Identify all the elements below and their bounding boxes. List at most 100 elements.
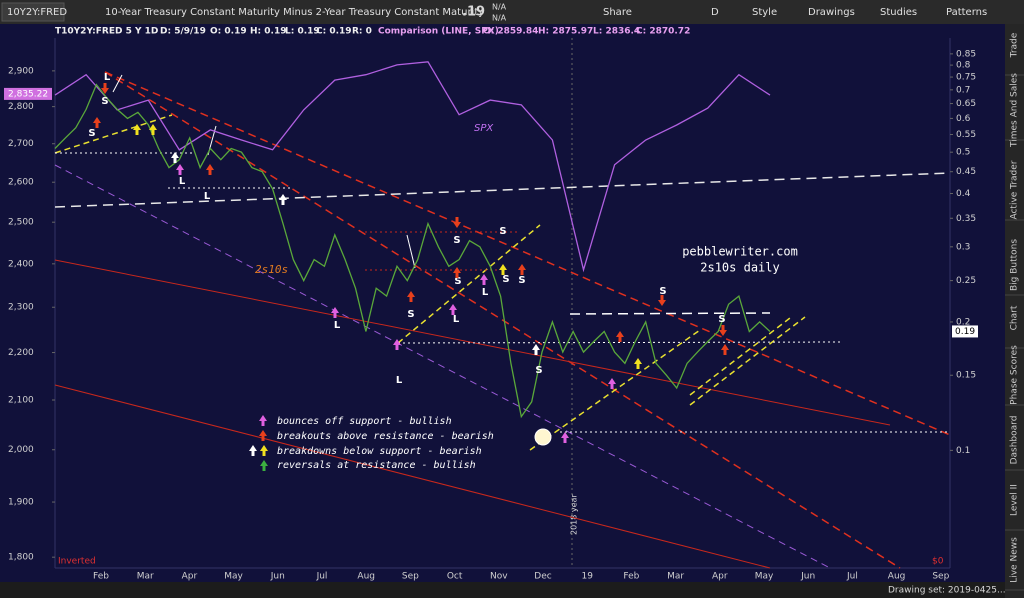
- y2-tick-label: 0.85: [956, 49, 976, 59]
- trendline: [54, 384, 771, 569]
- y2-tick-label: 0.45: [956, 167, 976, 177]
- side-tab[interactable]: Phase Scores: [1010, 345, 1020, 405]
- y-tick-label: 2,700: [8, 139, 34, 149]
- toolbar-button[interactable]: Style: [752, 7, 777, 18]
- side-tab[interactable]: Level II: [1010, 484, 1020, 516]
- toolbar-button[interactable]: Share: [603, 7, 632, 18]
- arrow: [453, 267, 461, 278]
- arrow: [480, 274, 488, 285]
- toolbar-button[interactable]: D: [711, 7, 719, 18]
- y-tick-label: 2,400: [8, 259, 34, 269]
- site: pebblewriter.com: [682, 245, 798, 259]
- x-tick-label: Jun: [800, 572, 815, 582]
- arrow: [206, 164, 214, 175]
- x-tick-label: Mar: [667, 572, 684, 582]
- inverted: Inverted: [58, 557, 96, 567]
- signal-label: L: [204, 191, 211, 202]
- side-tab[interactable]: Trade: [1010, 32, 1020, 58]
- series-label: 2s10s: [255, 263, 288, 276]
- arrow: [608, 378, 616, 389]
- last-price-label: 2,835.22: [8, 89, 48, 99]
- signal-label: L: [482, 287, 489, 298]
- arrow: [616, 331, 624, 342]
- legend-text: bounces off support - bullish: [277, 416, 452, 427]
- chart-panel: [0, 24, 1005, 582]
- signal-label: S: [535, 365, 542, 376]
- resistance-line: [569, 312, 771, 315]
- header-field: H: 0.19: [250, 27, 286, 37]
- side-tab[interactable]: Dashboard: [1010, 416, 1020, 465]
- trendline: [54, 172, 951, 208]
- arrow: [259, 415, 267, 426]
- symbol-box[interactable]: [1, 2, 65, 22]
- x-tick-label: Feb: [93, 572, 109, 582]
- arrow: [259, 430, 267, 441]
- header-field: C: 2870.72: [636, 27, 690, 37]
- x-tick-label: Mar: [137, 572, 154, 582]
- arrow: [249, 445, 257, 456]
- trendline: [54, 259, 891, 426]
- x-tick-label: Nov: [490, 572, 508, 582]
- side-tabs: [1005, 24, 1024, 598]
- arrow: [149, 124, 157, 135]
- side-tab[interactable]: Chart: [1010, 305, 1020, 330]
- toolbar: [0, 0, 1024, 24]
- description: 10-Year Treasury Constant Maturity Minus…: [105, 7, 484, 18]
- signal-label: L: [453, 314, 460, 325]
- side-tab[interactable]: Times And Sales: [1010, 73, 1020, 148]
- y2-tick-label: 0.7: [956, 85, 970, 95]
- series-label: SPX: [474, 123, 494, 134]
- trendline: [104, 71, 901, 569]
- header-field: T10Y2Y:FRED 5 Y 1D: [55, 27, 158, 37]
- y-tick-label: 1,900: [8, 498, 34, 508]
- x-tick-label: Sep: [402, 572, 419, 582]
- trendline: [104, 71, 951, 436]
- bottom-marker: [534, 428, 552, 446]
- x-tick-label: Feb: [623, 572, 639, 582]
- last-price-box: [4, 87, 52, 100]
- header-field: R: 0: [352, 27, 372, 37]
- arrow: [279, 194, 287, 205]
- y2-tick-label: 0.15: [956, 371, 976, 381]
- signal-label: L: [104, 72, 111, 83]
- side-tab[interactable]: Big Buttons: [1010, 239, 1020, 291]
- x-tick-label: Aug: [357, 572, 375, 582]
- arrow: [499, 264, 507, 275]
- side-tab[interactable]: Active Trader: [1010, 160, 1020, 219]
- y2-tick-label: 0.75: [956, 73, 976, 83]
- signal-label: S: [453, 235, 460, 246]
- toolbar-button[interactable]: Studies: [880, 7, 917, 18]
- year-marker: 2018 year: [570, 494, 579, 535]
- y-tick-label: 2,300: [8, 303, 34, 313]
- toolbar-button[interactable]: Drawings: [808, 7, 855, 18]
- y-tick-label: 2,800: [8, 102, 34, 112]
- arrow: [171, 152, 179, 163]
- last-price: .19: [462, 5, 485, 20]
- x-tick-label: Jul: [316, 572, 328, 582]
- y-tick-label: 2,900: [8, 66, 34, 76]
- arrow: [532, 344, 540, 355]
- trendline: [529, 329, 701, 451]
- x-tick-label: Aug: [888, 572, 906, 582]
- side-tab[interactable]: Live News: [1010, 537, 1020, 583]
- pointer: [112, 74, 123, 93]
- toolbar-button[interactable]: Patterns: [946, 7, 987, 18]
- y2-tick-label: 0.3: [956, 242, 970, 252]
- header-field: H: 2875.97: [538, 27, 593, 37]
- arrow: [449, 304, 457, 315]
- arrow: [260, 445, 268, 456]
- header-field: O: 2859.84: [483, 27, 538, 37]
- y2-tick-label: 0.1: [956, 446, 970, 456]
- y2-tick-label: 0.8: [956, 61, 971, 71]
- x-tick-label: Dec: [534, 572, 551, 582]
- signal-label: L: [334, 320, 341, 331]
- support-line: [397, 341, 841, 344]
- symbol[interactable]: 10Y2Y:FRED: [7, 7, 67, 18]
- arrow: [331, 307, 339, 318]
- arrow: [393, 339, 401, 350]
- status-bar: [0, 582, 1005, 598]
- signal-label: S: [499, 226, 506, 237]
- header-field: L: 0.19: [285, 27, 320, 37]
- signal-label: S: [718, 314, 725, 325]
